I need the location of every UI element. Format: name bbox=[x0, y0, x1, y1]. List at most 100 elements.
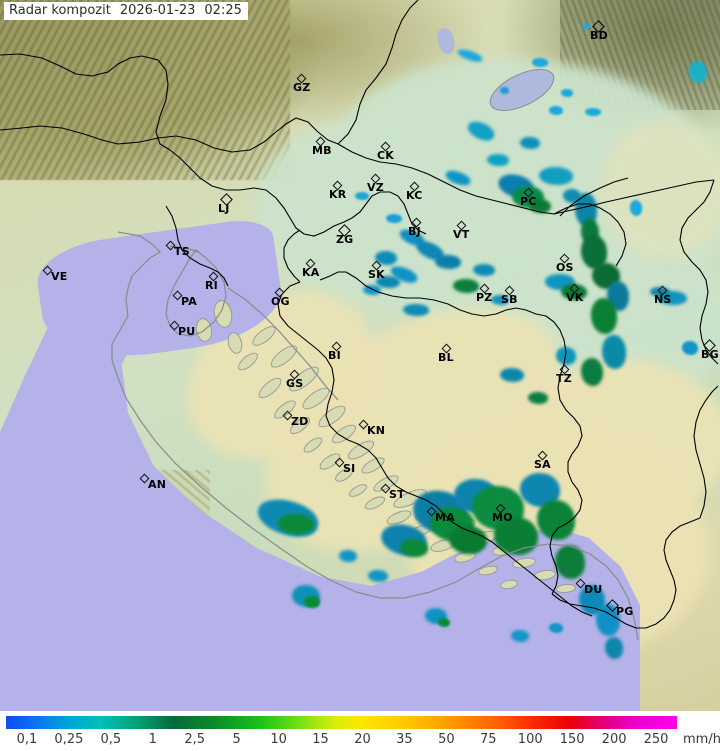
city-label: ZG bbox=[336, 233, 354, 246]
precipitation-echo bbox=[537, 500, 575, 540]
precipitation-echo bbox=[582, 23, 590, 29]
precipitation-echo bbox=[453, 279, 479, 293]
precipitation-echo bbox=[561, 89, 573, 97]
legend-tick: 0,5 bbox=[100, 732, 122, 747]
precipitation-echo bbox=[528, 392, 548, 404]
city-label: TZ bbox=[556, 372, 572, 385]
precipitation-echo bbox=[375, 251, 397, 265]
city-label: BL bbox=[438, 351, 454, 364]
city-label: NS bbox=[654, 293, 672, 306]
precipitation-echo bbox=[605, 637, 623, 659]
legend-tick: 1 bbox=[148, 732, 157, 747]
observation-time: 02:25 bbox=[204, 3, 242, 18]
precipitation-echo bbox=[473, 264, 495, 276]
precipitation-echo bbox=[539, 167, 573, 185]
precipitation-echo bbox=[561, 284, 587, 300]
legend-tick: 250 bbox=[643, 732, 669, 747]
pannonian-lowland-b bbox=[255, 120, 485, 300]
precipitation-echo bbox=[403, 304, 429, 316]
precipitation-echo bbox=[529, 199, 551, 213]
precipitation-echo bbox=[355, 192, 369, 200]
city-label: SI bbox=[343, 462, 356, 475]
city-label: LJ bbox=[218, 202, 230, 215]
legend-tick: 10 bbox=[270, 732, 287, 747]
city-label: RI bbox=[205, 279, 218, 292]
city-label: MB bbox=[312, 144, 332, 157]
precipitation-echo bbox=[304, 596, 320, 608]
precipitation-echo bbox=[278, 514, 314, 534]
city-label: AN bbox=[148, 478, 167, 491]
intensity-colorbar bbox=[6, 716, 677, 729]
legend-unit-label: mm/h bbox=[683, 732, 720, 747]
city-label: KC bbox=[406, 189, 423, 202]
legend-tick: 15 bbox=[312, 732, 329, 747]
legend-tick: 20 bbox=[354, 732, 371, 747]
intensity-legend: 0,1 0,25 0,5 1 2,5 5 10 15 20 35 50 75 100 150 200 250 … bbox=[0, 711, 720, 751]
legend-tick: 0,1 bbox=[16, 732, 38, 747]
precipitation-echo bbox=[581, 358, 603, 386]
alps-relief bbox=[0, 0, 290, 180]
coastline-overlay bbox=[111, 231, 639, 641]
city-label: VT bbox=[453, 228, 470, 241]
city-label: BD bbox=[590, 29, 608, 42]
precipitation-echo bbox=[494, 517, 538, 555]
city-label: VE bbox=[51, 270, 68, 283]
precipitation-echo bbox=[585, 108, 601, 116]
precipitation-echo bbox=[596, 604, 620, 636]
precipitation-echo bbox=[511, 630, 529, 642]
precipitation-echo bbox=[438, 617, 450, 627]
precipitation-echo bbox=[682, 341, 698, 355]
city-label: SB bbox=[501, 293, 518, 306]
precipitation-echo bbox=[435, 255, 461, 269]
precipitation-echo bbox=[339, 550, 357, 562]
precipitation-echo bbox=[630, 200, 642, 216]
legend-tick: 75 bbox=[480, 732, 497, 747]
city-label: BG bbox=[701, 348, 719, 361]
city-label: PZ bbox=[476, 291, 493, 304]
legend-tick: 2,5 bbox=[184, 732, 206, 747]
radar-map[interactable]: BD GZ MB CK VZ KC KR LJ BJ VT PC ZG TS VE RI KA SK OS PA OG… bbox=[0, 0, 720, 711]
precipitation-echo bbox=[591, 298, 617, 334]
precipitation-echo bbox=[499, 86, 509, 94]
city-label: BJ bbox=[408, 225, 421, 238]
city-label: PG bbox=[616, 605, 634, 618]
city-label: CK bbox=[377, 149, 394, 162]
legend-tick: 100 bbox=[517, 732, 543, 747]
precipitation-echo bbox=[575, 193, 597, 227]
precipitation-echo bbox=[549, 623, 563, 633]
city-label: TS bbox=[174, 245, 190, 258]
precipitation-echo bbox=[376, 276, 400, 288]
precipitation-echo bbox=[689, 61, 707, 83]
precipitation-echo bbox=[556, 347, 576, 365]
precipitation-echo bbox=[555, 545, 585, 579]
city-label: PU bbox=[178, 325, 196, 338]
city-label: PC bbox=[520, 195, 537, 208]
city-label: ZD bbox=[291, 415, 309, 428]
precipitation-echo bbox=[602, 335, 626, 369]
precipitation-echo bbox=[400, 539, 428, 557]
city-label: KA bbox=[302, 266, 320, 279]
precipitation-echo bbox=[487, 154, 509, 166]
observation-date: 2026-01-23 bbox=[119, 3, 196, 18]
country-borders-overlay bbox=[0, 0, 719, 629]
city-label: PA bbox=[181, 295, 197, 308]
product-title: Radar kompozit bbox=[9, 3, 111, 18]
city-label: GS bbox=[286, 377, 304, 390]
city-label: BI bbox=[328, 349, 341, 362]
precipitation-echo bbox=[500, 368, 524, 382]
city-label: MO bbox=[492, 511, 513, 524]
precipitation-echo bbox=[549, 105, 563, 115]
city-label: GZ bbox=[293, 81, 311, 94]
precipitation-echo bbox=[491, 295, 509, 305]
legend-tick: 150 bbox=[559, 732, 585, 747]
precipitation-echo bbox=[520, 137, 540, 149]
precipitation-echo bbox=[386, 213, 402, 223]
precipitation-echo bbox=[363, 285, 381, 295]
precipitation-echo bbox=[532, 57, 548, 67]
city-label: SK bbox=[368, 268, 385, 281]
legend-tick: 50 bbox=[438, 732, 455, 747]
city-label: KN bbox=[367, 424, 386, 437]
legend-tick: 200 bbox=[601, 732, 627, 747]
city-label: VK bbox=[566, 291, 584, 304]
